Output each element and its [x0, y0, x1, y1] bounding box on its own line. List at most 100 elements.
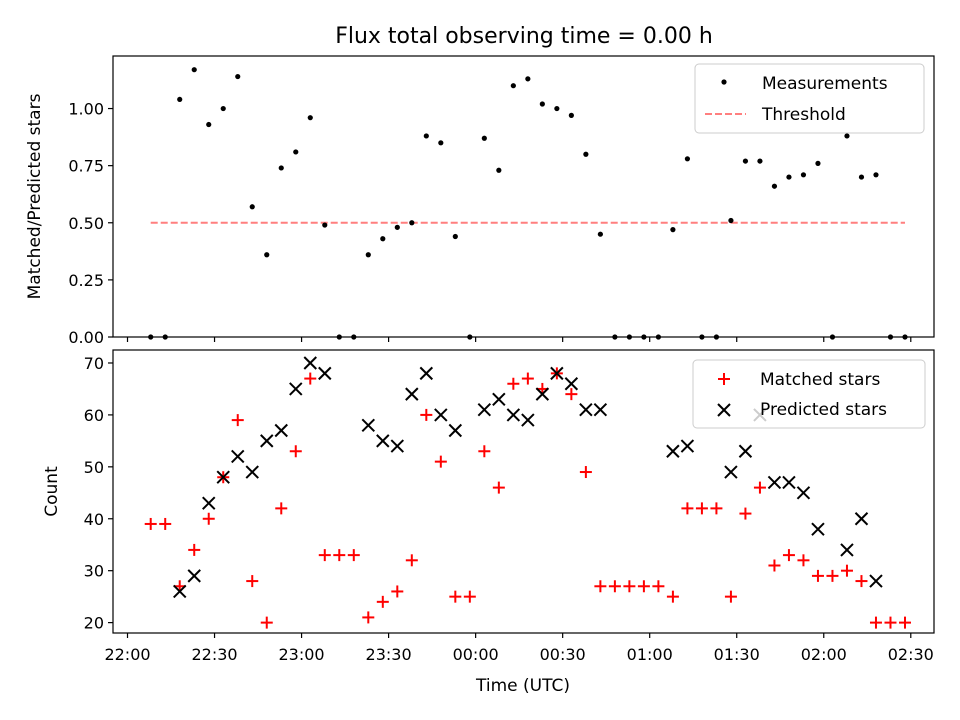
measurement-point: [858, 174, 865, 180]
bottom-xlabel: Time (UTC): [475, 676, 570, 696]
matched-star-point: [797, 554, 810, 567]
predicted-star-point: [782, 475, 796, 490]
bottom-legend: Matched stars Predicted stars: [692, 359, 926, 429]
matched-star-point: [478, 445, 491, 458]
top-axes-frame: [112, 55, 935, 338]
measurement-point: [583, 151, 589, 157]
legend-measurements-marker: [721, 79, 727, 85]
top-xticks: [126, 337, 912, 342]
matched-star-point: [449, 590, 462, 603]
predicted-star-point: [521, 413, 535, 427]
bottom-ytick-label: 30: [84, 562, 104, 581]
bottom-xtick-label: 00:30: [540, 645, 586, 664]
bottom-xtick-label: 00:00: [453, 645, 499, 664]
matched-star-point: [652, 580, 665, 593]
bottom-legend-box: [692, 359, 926, 429]
measurement-point: [554, 105, 560, 112]
predicted-star-point: [796, 486, 811, 500]
measurement-point: [670, 227, 676, 233]
predicted-star-point: [231, 449, 245, 464]
measurement-point: [568, 112, 574, 118]
matched-star-point: [159, 517, 172, 530]
measurement-point: [235, 73, 241, 80]
bottom-marks: [144, 356, 911, 629]
predicted-star-point: [289, 382, 303, 396]
bottom-axes-frame: [112, 349, 935, 634]
matched-star-point: [782, 549, 795, 562]
top-yticks: 0.00 0.25 0.50 0.75 1.00: [68, 100, 113, 347]
bottom-ytick-label: 70: [84, 354, 104, 373]
predicted-star-point: [173, 584, 187, 599]
matched-star-point: [405, 554, 418, 567]
predicted-star-point: [564, 377, 579, 391]
predicted-star-point: [869, 574, 883, 588]
top-panel: 0.00 0.25 0.50 0.75 1.00 Matched/Predicted s…: [25, 55, 935, 347]
measurement-point: [380, 236, 386, 242]
matched-star-point: [768, 559, 781, 572]
matched-star-point: [246, 575, 259, 588]
top-marks: [148, 67, 908, 340]
matched-star-point: [434, 455, 447, 468]
predicted-star-point: [260, 434, 274, 448]
matched-star-point: [420, 408, 433, 421]
measurement-point: [800, 172, 807, 178]
measurement-point: [409, 220, 415, 226]
predicted-star-point: [840, 543, 854, 557]
legend-measurements-label: Measurements: [762, 74, 888, 94]
top-ytick-label: 0.50: [68, 214, 104, 233]
bottom-xtick-label: 23:30: [366, 645, 412, 664]
measurement-point: [873, 172, 879, 178]
predicted-star-point: [854, 512, 869, 526]
matched-star-point: [492, 481, 505, 494]
matched-star-point: [681, 502, 694, 515]
top-ylabel: Matched/Predicted stars: [25, 93, 45, 299]
predicted-star-point: [492, 392, 506, 407]
measurement-point: [220, 105, 226, 112]
matched-star-point: [507, 377, 520, 390]
matched-star-point: [289, 445, 302, 458]
predicted-star-point: [216, 470, 230, 484]
bottom-xticks: 22:00 22:30 23:00 23:30 00:00 00:30 01:00 01:30…: [104, 633, 934, 664]
bottom-xtick-label: 23:00: [279, 645, 325, 664]
predicted-star-point: [361, 418, 376, 433]
top-ytick-label: 0.75: [68, 157, 104, 176]
predicted-star-point: [202, 496, 216, 510]
legend-predicted-label: Predicted stars: [760, 400, 887, 420]
matched-star-point: [724, 590, 737, 603]
predicted-star-point: [448, 423, 463, 438]
measurement-point: [684, 156, 691, 162]
matched-star-point: [884, 616, 897, 629]
predicted-star-point: [767, 475, 782, 490]
measurement-point: [452, 233, 458, 240]
bottom-xtick-label: 01:30: [714, 645, 760, 664]
measurement-point: [597, 231, 603, 237]
matched-star-point: [579, 466, 592, 479]
predicted-star-point: [274, 423, 288, 438]
measurement-point: [177, 96, 183, 103]
top-ytick-label: 0.00: [68, 328, 104, 347]
top-ytick-label: 1.00: [68, 100, 104, 119]
legend-threshold-label: Threshold: [761, 105, 846, 125]
matched-star-point: [869, 616, 882, 629]
matched-star-point: [695, 502, 708, 515]
matched-star-point: [594, 580, 607, 593]
measurement-point: [394, 224, 400, 230]
measurement-point: [423, 133, 429, 139]
matched-star-point: [565, 388, 578, 401]
predicted-star-point: [434, 408, 448, 422]
predicted-star-point: [390, 439, 405, 453]
legend-matched-marker: [718, 373, 730, 385]
top-legend: Measurements Threshold: [694, 63, 925, 134]
predicted-star-point: [811, 522, 825, 536]
matched-star-point: [623, 580, 636, 593]
predicted-star-point: [405, 387, 419, 401]
matched-star-point: [811, 569, 824, 582]
matched-star-point: [304, 372, 317, 385]
predicted-star-point: [724, 465, 738, 479]
matched-star-point: [231, 414, 244, 427]
predicted-star-point: [376, 434, 390, 448]
predicted-star-point: [593, 403, 608, 417]
measurement-point: [307, 115, 313, 121]
matched-star-point: [202, 512, 215, 525]
matched-star-point: [637, 580, 650, 593]
